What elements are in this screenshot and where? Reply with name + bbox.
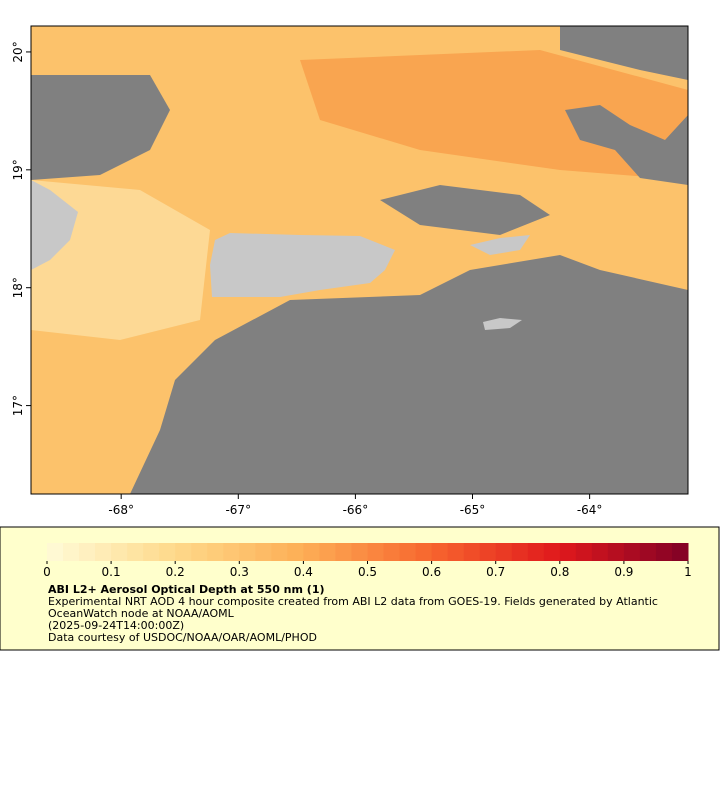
colorbar-tick-label: 0.5: [358, 565, 377, 579]
colorbar-swatch: [351, 543, 368, 561]
no-data: [130, 255, 688, 494]
colorbar-swatch: [511, 543, 529, 561]
aerosol-light: [31, 180, 210, 340]
colorbar-swatch: [543, 543, 561, 561]
colorbar-swatch: [495, 543, 513, 561]
colorbar-tick-label: 0.2: [166, 565, 185, 579]
colorbar-swatch: [63, 543, 80, 561]
colorbar-swatch: [319, 543, 336, 561]
no-data: [31, 75, 170, 180]
colorbar-swatch: [575, 543, 593, 561]
colorbar-swatch: [159, 543, 176, 561]
x-tick-label: -68°: [108, 503, 134, 517]
colorbar-swatch: [639, 543, 657, 561]
map-frame: [30, 25, 689, 495]
x-tick-label: -65°: [460, 503, 486, 517]
caption-line: Experimental NRT AOD 4 hour composite cr…: [48, 595, 658, 608]
colorbar-swatch: [383, 543, 401, 561]
colorbar-swatch: [255, 543, 272, 561]
colorbar-swatch: [287, 543, 304, 561]
y-tick-label: 20°: [11, 41, 25, 62]
no-data: [560, 26, 688, 80]
colorbar-tick-label: 1: [684, 565, 692, 579]
x-tick-label: -67°: [225, 503, 251, 517]
colorbar-tick-label: 0.1: [102, 565, 121, 579]
colorbar-swatch: [559, 543, 577, 561]
colorbar-swatch: [239, 543, 256, 561]
colorbar-swatch: [591, 543, 609, 561]
colorbar-swatch: [655, 543, 673, 561]
colorbar-swatch: [447, 543, 465, 561]
caption-line: Data courtesy of USDOC/NOAA/OAR/AOML/PHO…: [48, 631, 317, 644]
colorbar-tick-label: 0: [43, 565, 51, 579]
colorbar-swatch: [623, 543, 641, 561]
colorbar-swatch: [335, 543, 352, 561]
caption-line: OceanWatch node at NOAA/AOML: [48, 607, 235, 620]
colorbar-tick-label: 0.3: [230, 565, 249, 579]
map: [30, 25, 689, 495]
y-tick-label: 17°: [11, 395, 25, 416]
colorbar-swatch: [607, 543, 625, 561]
colorbar-swatch: [111, 543, 128, 561]
colorbar-swatch: [175, 543, 192, 561]
no-data: [380, 185, 550, 235]
colorbar-swatch: [207, 543, 224, 561]
land: [470, 235, 530, 255]
colorbar-swatch: [95, 543, 112, 561]
colorbar-tick-label: 0.9: [614, 565, 633, 579]
caption-title: ABI L2+ Aerosol Optical Depth at 550 nm …: [48, 583, 325, 596]
colorbar-tick-label: 0.7: [486, 565, 505, 579]
land: [31, 180, 78, 270]
colorbar-swatch: [191, 543, 208, 561]
colorbar-swatch: [143, 543, 160, 561]
land: [210, 233, 395, 297]
colorbar-swatch: [79, 543, 96, 561]
colorbar-swatch: [367, 543, 385, 561]
colorbar-swatch: [431, 543, 449, 561]
colorbar-swatch: [415, 543, 433, 561]
colorbar-tick-label: 0.6: [422, 565, 441, 579]
colorbar-swatch: [47, 543, 64, 561]
colorbar-swatch: [271, 543, 288, 561]
colorbar-swatch: [463, 543, 481, 561]
colorbar-swatch: [127, 543, 144, 561]
x-tick-label: -64°: [577, 503, 603, 517]
colorbar-swatch: [671, 543, 689, 561]
colorbar-swatch: [479, 543, 497, 561]
y-tick-label: 19°: [11, 159, 25, 180]
x-tick-label: -66°: [343, 503, 369, 517]
caption-line: (2025-09-24T14:00:00Z): [48, 619, 184, 632]
colorbar-tick-label: 0.8: [550, 565, 569, 579]
colorbar-swatch: [399, 543, 417, 561]
y-tick-label: 18°: [11, 277, 25, 298]
no-data: [565, 105, 688, 185]
aerosol-dark: [300, 50, 688, 180]
colorbar-swatch: [527, 543, 545, 561]
land: [483, 318, 522, 330]
colorbar-tick-label: 0.4: [294, 565, 313, 579]
colorbar-swatch: [223, 543, 240, 561]
colorbar-swatch: [303, 543, 320, 561]
